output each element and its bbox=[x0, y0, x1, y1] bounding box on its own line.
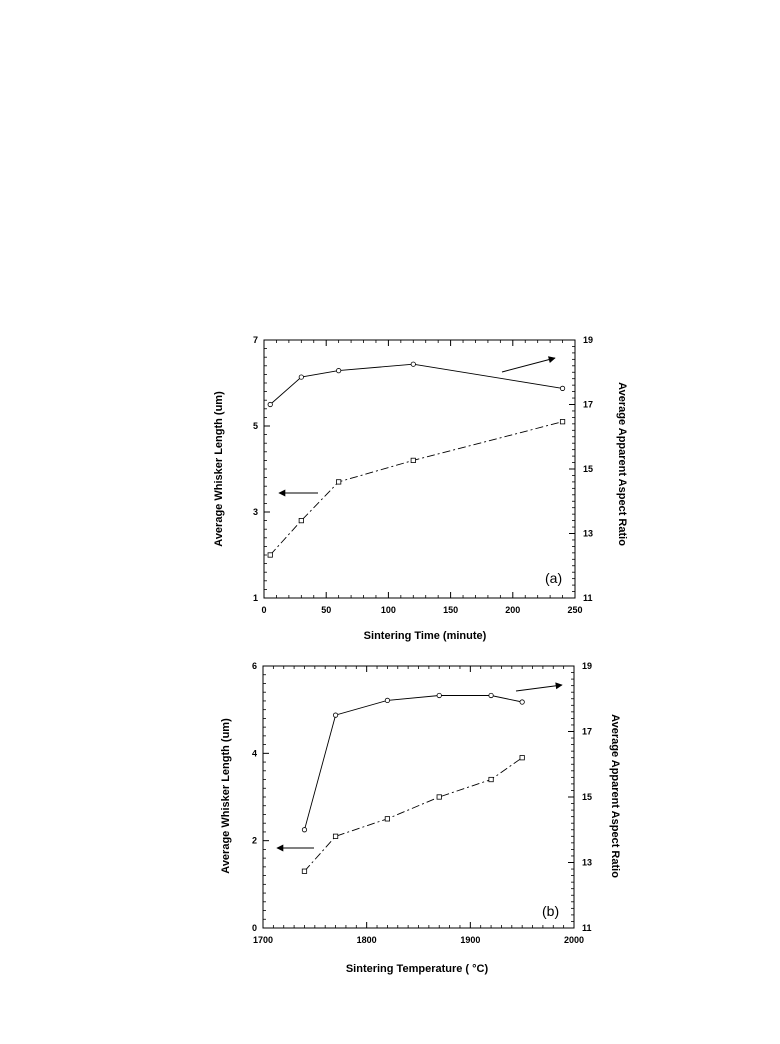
x-axis-title: Sintering Time (minute) bbox=[364, 630, 487, 642]
y-right-ticks: 11 13 15 17 19 bbox=[569, 335, 593, 603]
x-axis-title: Sintering Temperature ( °C) bbox=[346, 963, 489, 975]
series-aspect-ratio-line bbox=[269, 363, 563, 405]
data-point-square bbox=[436, 794, 442, 800]
data-point-circle bbox=[301, 827, 308, 833]
y-right-axis-title: Average Apparent Aspect Ratio bbox=[609, 714, 621, 878]
series-lines bbox=[304, 695, 523, 872]
y-left-ticks: 1 3 5 7 bbox=[253, 335, 270, 603]
y-right-tick-label: 15 bbox=[582, 792, 592, 802]
data-point-square bbox=[519, 755, 525, 761]
panel-label: (a) bbox=[545, 570, 562, 586]
x-tick-label: 200 bbox=[505, 605, 520, 615]
y-right-tick-label: 17 bbox=[582, 727, 592, 737]
chart-panel-b: 1700 1800 1900 2000 0 2 4 6 11 13 15 17 19 (b) Sin… bbox=[220, 661, 621, 975]
y-left-tick-label: 2 bbox=[252, 836, 257, 846]
x-tick-label: 2000 bbox=[564, 935, 584, 945]
data-point-square bbox=[559, 419, 566, 425]
x-ticks: 0 50 100 150 200 250 bbox=[261, 340, 583, 615]
x-tick-label: 50 bbox=[321, 605, 331, 615]
y-right-tick-label: 17 bbox=[583, 400, 593, 410]
y-right-tick-label: 13 bbox=[583, 529, 593, 539]
y-right-tick-label: 11 bbox=[582, 923, 592, 933]
data-point-circle bbox=[384, 697, 390, 703]
data-point-circle bbox=[559, 385, 566, 391]
y-right-tick-label: 19 bbox=[582, 661, 592, 671]
y-left-tick-label: 7 bbox=[253, 335, 258, 345]
y-left-axis-title: Average Whisker Length (um) bbox=[220, 718, 232, 874]
panel-label: (b) bbox=[542, 903, 559, 919]
y-left-axis-title: Average Whisker Length (um) bbox=[213, 391, 225, 547]
series-whisker-length-line bbox=[269, 421, 563, 556]
y-left-tick-label: 3 bbox=[253, 507, 258, 517]
y-right-tick-label: 13 bbox=[582, 858, 592, 868]
data-point-square bbox=[336, 479, 342, 485]
data-point-circle bbox=[267, 401, 273, 408]
data-point-square bbox=[410, 457, 416, 464]
data-point-square bbox=[267, 552, 273, 558]
x-tick-label: 250 bbox=[567, 605, 582, 615]
series-lines bbox=[269, 363, 563, 556]
data-point-circle bbox=[332, 712, 339, 718]
data-point-square bbox=[384, 816, 391, 822]
data-point-square bbox=[301, 868, 308, 874]
data-point-circle bbox=[488, 692, 494, 699]
plot-frame bbox=[263, 339, 576, 599]
data-point-circle bbox=[410, 361, 416, 367]
x-tick-label: 100 bbox=[381, 605, 396, 615]
series-markers bbox=[301, 692, 525, 874]
y-left-tick-label: 1 bbox=[253, 593, 258, 603]
series-markers bbox=[267, 361, 566, 558]
x-tick-label: 150 bbox=[443, 605, 458, 615]
right-axis-arrow bbox=[501, 356, 556, 373]
plot-frame bbox=[262, 665, 575, 929]
data-point-circle bbox=[519, 699, 525, 705]
series-whisker-length-line bbox=[304, 757, 523, 872]
y-left-ticks: 0 2 4 6 bbox=[252, 661, 269, 933]
data-point-square bbox=[332, 833, 339, 839]
x-ticks: 1700 1800 1900 2000 bbox=[253, 666, 584, 945]
x-tick-label: 1700 bbox=[253, 935, 273, 945]
x-tick-label: 1800 bbox=[357, 935, 377, 945]
y-left-tick-label: 5 bbox=[253, 421, 258, 431]
y-right-tick-label: 15 bbox=[583, 464, 593, 474]
data-point-circle bbox=[336, 368, 342, 374]
data-point-circle bbox=[436, 692, 442, 699]
series-aspect-ratio-line bbox=[304, 695, 523, 830]
x-tick-label: 0 bbox=[261, 605, 266, 615]
data-point-circle bbox=[298, 374, 304, 380]
y-left-tick-label: 4 bbox=[252, 748, 257, 758]
x-tick-label: 1900 bbox=[460, 935, 480, 945]
y-right-ticks: 11 13 15 17 19 bbox=[568, 661, 592, 933]
y-left-tick-label: 6 bbox=[252, 661, 257, 671]
y-right-axis-title: Average Apparent Aspect Ratio bbox=[616, 382, 628, 546]
data-point-square bbox=[298, 518, 304, 524]
right-axis-arrow bbox=[515, 682, 563, 692]
data-point-square bbox=[488, 776, 494, 783]
y-right-tick-label: 11 bbox=[583, 593, 593, 603]
y-left-tick-label: 0 bbox=[252, 923, 257, 933]
y-right-tick-label: 19 bbox=[583, 335, 593, 345]
